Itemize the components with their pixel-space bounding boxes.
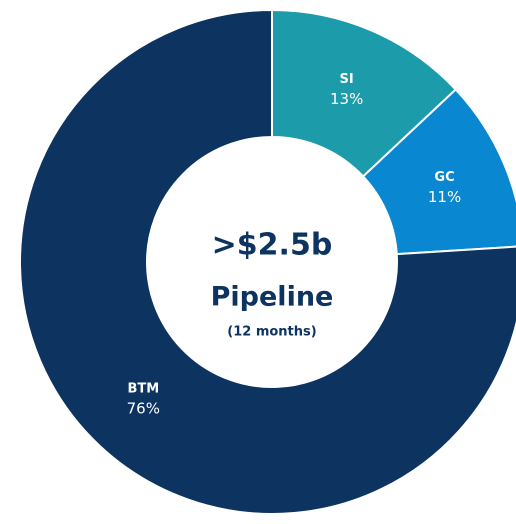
slice-value: 11% xyxy=(428,188,461,206)
slice-value: 76% xyxy=(127,400,160,418)
slices xyxy=(19,8,516,515)
slice-name: SI xyxy=(340,72,354,87)
center-note: (12 months) xyxy=(227,325,316,340)
donut-hole xyxy=(148,138,396,386)
labels: SI 13% GC 11% BTM 76% xyxy=(127,72,462,418)
slice xyxy=(19,8,516,515)
slice-name: GC xyxy=(434,170,454,185)
slice xyxy=(361,88,516,256)
center-label: Pipeline xyxy=(211,282,334,313)
slice xyxy=(271,8,458,178)
slice-name: BTM xyxy=(127,382,159,397)
slice-value: 13% xyxy=(330,90,363,108)
center-value: >$2.5b xyxy=(212,228,333,263)
